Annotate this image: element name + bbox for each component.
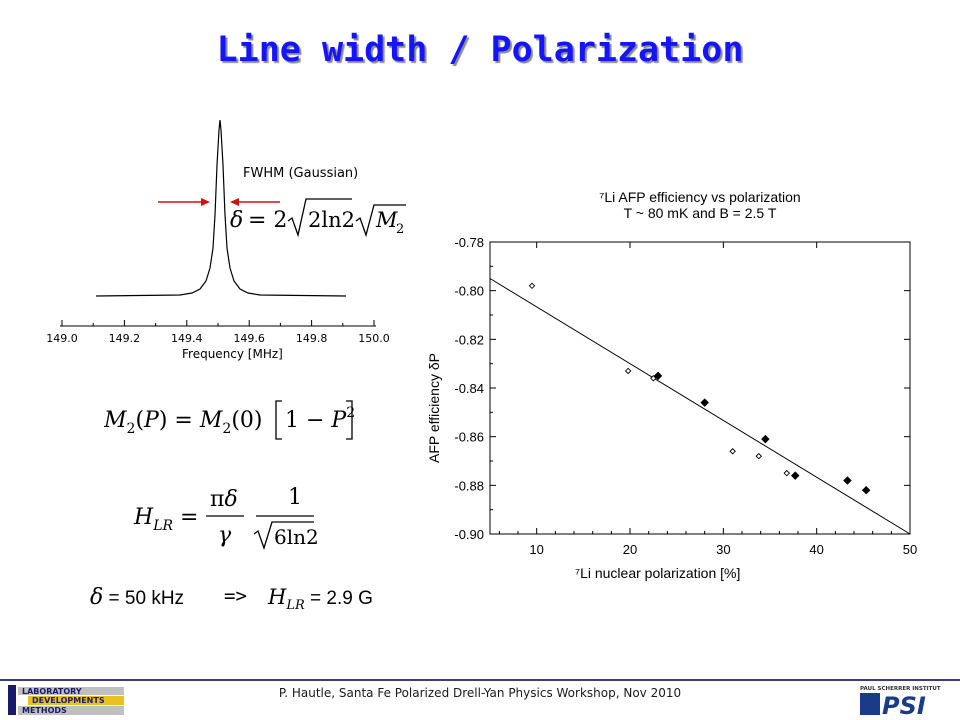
- afp-efficiency-chart: -0.78 -0.80 -0.82 -0.84 -0.86 -0.88 -0.90 10 20 3…: [454, 235, 917, 557]
- chart-axes: -0.78 -0.80 -0.82 -0.84 -0.86 -0.88 -0.90 10 20 3…: [454, 235, 917, 557]
- svg-text:6ln2: 6ln2: [274, 525, 319, 549]
- open-diamond-point: [650, 375, 657, 382]
- result-hlr-symbol: H: [268, 585, 287, 609]
- svg-text:PSI: PSI: [882, 692, 926, 717]
- nmr-tick-label: 149.0: [46, 332, 78, 345]
- open-diamond-point: [729, 448, 736, 455]
- plot-frame: [489, 241, 911, 535]
- nmr-tick-label: 150.0: [358, 332, 390, 345]
- chart-y-label-wrap: AFP efficiency δP: [420, 353, 450, 465]
- svg-text:PAUL SCHERRER INSTITUT: PAUL SCHERRER INSTITUT: [860, 686, 941, 692]
- svg-text:γ: γ: [218, 523, 232, 548]
- psi-logo: PAUL SCHERRER INSTITUT PSI: [860, 686, 941, 717]
- result-delta-symbol: δ: [90, 585, 104, 610]
- slide-title: Line width / Polarization: [216, 30, 744, 70]
- open-diamond-point: [624, 367, 632, 375]
- x-tick-label: 10: [529, 542, 543, 557]
- svg-text:2ln2: 2ln2: [308, 208, 355, 232]
- y-tick-label: -0.82: [454, 332, 484, 347]
- filled-diamond-point: [843, 476, 852, 485]
- svg-text:METHODS: METHODS: [22, 706, 67, 715]
- svg-text:M: M: [375, 208, 398, 232]
- m2-polarization-formula: M2(P) = M2(0) 1 − P2: [104, 400, 354, 440]
- nmr-tick-label: 149.6: [233, 332, 265, 345]
- y-tick-label: -0.78: [454, 235, 484, 250]
- ldm-logo: LABORATORY DEVELOPMENTS METHODS: [8, 685, 124, 715]
- delta-formula: δ = 2 2ln2 M 2: [230, 198, 406, 238]
- svg-text:DEVELOPMENTS: DEVELOPMENTS: [32, 696, 105, 705]
- svg-text:2: 2: [396, 222, 404, 237]
- result-arrow: =>: [224, 585, 247, 607]
- result-hlr-sub: LR: [286, 597, 305, 613]
- svg-text:1: 1: [288, 485, 302, 510]
- chart-x-label: ⁷Li nuclear polarization [%]: [575, 565, 741, 581]
- svg-text:HLR =: HLR =: [133, 505, 198, 534]
- footer-rule: [0, 679, 960, 681]
- result-delta-value: = 50 kHz: [108, 588, 185, 609]
- open-diamond-point: [528, 282, 536, 290]
- data-points: [528, 282, 871, 495]
- y-tick-label: -0.90: [454, 527, 484, 542]
- svg-text:1 − P2: 1 − P2: [285, 405, 354, 433]
- y-tick-label: -0.88: [454, 478, 484, 493]
- fwhm-arrows: [158, 198, 280, 206]
- nmr-tick-label: 149.4: [171, 332, 203, 345]
- result-hlr-row: HLR = 2.9 G: [268, 585, 373, 613]
- svg-text:LABORATORY: LABORATORY: [22, 687, 82, 696]
- filled-diamond-point: [790, 471, 800, 480]
- nmr-tick-label: 149.8: [296, 332, 328, 345]
- result-delta-row: δ = 50 kHz: [90, 585, 184, 610]
- result-hlr-value: = 2.9 G: [310, 588, 373, 609]
- chart-y-label: AFP efficiency δP: [426, 353, 442, 463]
- chart-title: ⁷Li AFP efficiency vs polarization T ~ 8…: [500, 189, 900, 221]
- fit-line: [489, 278, 911, 535]
- x-tick-label: 30: [716, 542, 730, 557]
- open-diamond-point: [755, 452, 763, 460]
- x-tick-label: 20: [623, 542, 637, 557]
- svg-text:πδ: πδ: [210, 487, 238, 512]
- nmr-x-ticks: 149.0 149.2 149.4 149.6 149.8 150.0: [46, 320, 390, 345]
- chart-title-line1: ⁷Li AFP efficiency vs polarization: [599, 189, 801, 205]
- svg-text:δ: δ: [230, 208, 243, 233]
- x-tick-label: 50: [903, 542, 917, 557]
- open-diamond-point: [783, 469, 791, 477]
- nmr-x-label: Frequency [MHz]: [182, 347, 283, 361]
- nmr-tick-label: 149.2: [109, 332, 140, 345]
- x-tick-label: 40: [809, 542, 823, 557]
- filled-diamond-point: [700, 398, 709, 407]
- nmr-lineshape-plot: 149.0 149.2 149.4 149.6 149.8 150.0: [46, 119, 390, 345]
- svg-text:= 2: = 2: [248, 208, 287, 233]
- fwhm-label: FWHM (Gaussian): [243, 166, 359, 181]
- filled-diamond-point: [761, 434, 770, 444]
- nmr-peak-curve: [95, 119, 347, 297]
- y-tick-label: -0.80: [454, 284, 484, 299]
- y-tick-label: -0.84: [454, 381, 484, 396]
- hlr-formula: HLR = πδ γ 1 6ln2: [133, 485, 319, 551]
- filled-diamond-point: [653, 371, 663, 381]
- footer-citation: P. Hautle, Santa Fe Polarized Drell-Yan …: [278, 686, 682, 700]
- filled-diamond-point: [861, 485, 871, 495]
- y-tick-label: -0.86: [454, 430, 484, 445]
- chart-title-line2: T ~ 80 mK and B = 2.5 T: [623, 205, 777, 221]
- svg-text:M2(P) = M2(0): M2(P) = M2(0): [104, 408, 263, 437]
